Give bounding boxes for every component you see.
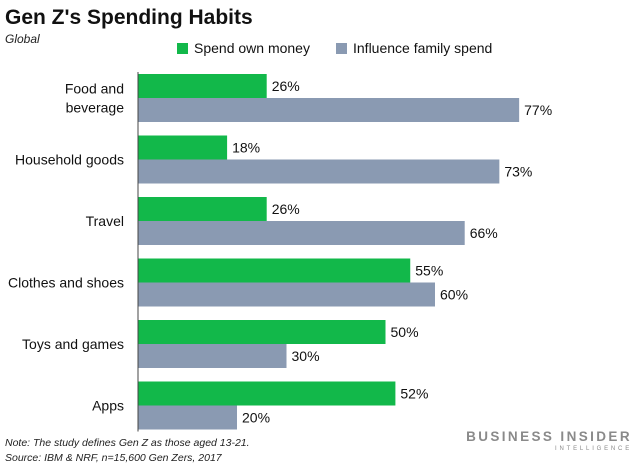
bar-influence-family-spend-travel [138,221,465,245]
chart-subtitle: Global [5,32,40,46]
data-label-influence-family-spend-toys-and-games: 30% [292,348,320,364]
bar-spend-own-money-clothes-and-shoes [138,258,411,283]
brand-logo: BUSINESS INSIDER INTELLIGENCE [466,429,632,454]
brand-name: BUSINESS INSIDER [466,429,632,444]
legend-label-spend-own-money: Spend own money [194,40,310,56]
category-label-household-goods: Household goods [15,152,124,168]
legend-label-influence-family-spend: Influence family spend [353,40,493,56]
bar-influence-family-spend-clothes-and-shoes [138,282,435,307]
category-label-toys-and-games: Toys and games [22,336,124,352]
legend-item-spend-own-money: Spend own money [177,40,310,56]
chart-title: Gen Z's Spending Habits [5,6,253,29]
data-label-influence-family-spend-travel: 66% [470,225,498,241]
legend: Spend own money Influence family spend [0,40,640,58]
data-label-influence-family-spend-household-goods: 73% [504,164,532,180]
bar-spend-own-money-household-goods [138,135,228,160]
brand-subname: INTELLIGENCE [555,446,632,452]
category-label-clothes-and-shoes: Clothes and shoes [8,275,124,291]
data-label-spend-own-money-food-and-beverage: 26% [272,78,300,94]
footnotes: Note: The study defines Gen Z as those a… [5,436,250,466]
bar-spend-own-money-food-and-beverage [138,74,267,98]
data-label-influence-family-spend-clothes-and-shoes: 60% [440,287,468,303]
bar-spend-own-money-apps [138,381,396,406]
bar-spend-own-money-toys-and-games [138,320,386,344]
data-label-influence-family-spend-food-and-beverage: 77% [524,102,552,118]
data-label-spend-own-money-clothes-and-shoes: 55% [415,263,443,279]
category-label-travel: Travel [86,213,124,229]
data-label-spend-own-money-apps: 52% [400,386,428,402]
bar-spend-own-money-travel [138,197,267,221]
legend-item-influence-family-spend: Influence family spend [336,40,492,56]
data-label-spend-own-money-toys-and-games: 50% [391,324,419,340]
source-text: Source: IBM & NRF, n=15,600 Gen Zers, 20… [5,452,222,464]
bar-influence-family-spend-toys-and-games [138,344,287,368]
category-label-food-and-beverage: Food and beverage [65,81,124,116]
bar-influence-family-spend-household-goods [138,159,500,184]
data-label-spend-own-money-travel: 26% [272,201,300,217]
bar-influence-family-spend-food-and-beverage [138,98,520,122]
data-label-spend-own-money-household-goods: 18% [232,140,260,156]
data-label-influence-family-spend-apps: 20% [242,410,270,426]
legend-swatch-influence-family-spend [336,42,347,54]
legend-swatch-spend-own-money [177,42,188,54]
bar-influence-family-spend-apps [138,405,237,430]
note-text: Note: The study defines Gen Z as those a… [5,437,250,449]
category-label-apps: Apps [92,398,124,414]
